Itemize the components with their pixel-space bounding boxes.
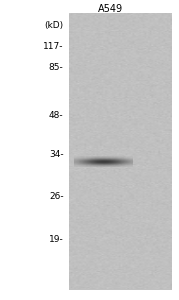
Text: 117-: 117-: [43, 42, 64, 51]
Text: A549: A549: [98, 4, 124, 14]
Text: 48-: 48-: [49, 111, 64, 120]
Text: 26-: 26-: [49, 192, 64, 201]
Text: 85-: 85-: [49, 63, 64, 72]
Text: 19-: 19-: [49, 236, 64, 244]
Text: 34-: 34-: [49, 150, 64, 159]
Text: (kD): (kD): [44, 21, 64, 30]
Bar: [69, 14, 172, 290]
